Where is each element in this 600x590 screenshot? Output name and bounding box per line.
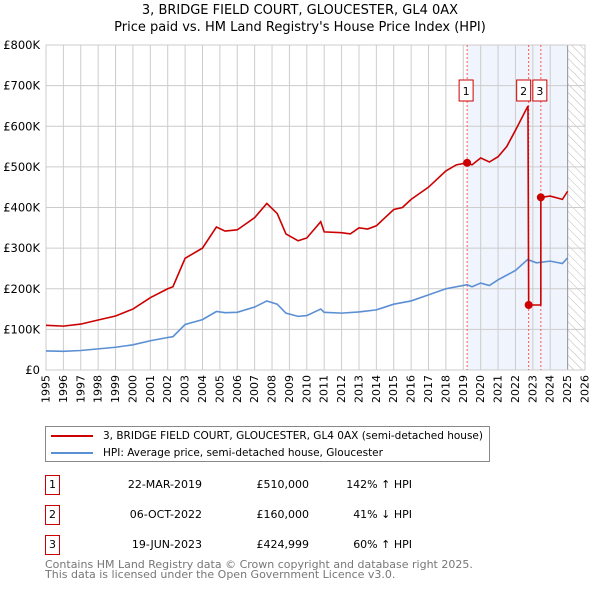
sale-row-3: 3 19-JUN-2023 £424,999 60% ↑ HPI [45, 535, 445, 555]
x-tick-label: 2013 [352, 375, 365, 403]
legend-swatch [51, 435, 93, 437]
x-tick-label: 2026 [579, 375, 592, 403]
sale-point [463, 158, 472, 167]
legend-item-hpi: HPI: Average price, semi-detached house,… [51, 445, 383, 461]
x-tick-label: 2018 [439, 375, 452, 403]
x-tick-label: 1997 [74, 375, 87, 403]
x-tick-label: 1995 [40, 375, 53, 403]
x-tick-label: 2010 [300, 375, 313, 403]
x-tick-label: 1999 [109, 375, 122, 403]
x-tick-label: 2022 [509, 375, 522, 403]
x-tick-label: 1996 [57, 375, 70, 403]
sale-row-1: 1 22-MAR-2019 £510,000 142% ↑ HPI [45, 475, 445, 495]
x-tick-label: 2005 [213, 375, 226, 403]
sale-label: 3 [536, 85, 543, 98]
series-line [45, 105, 569, 327]
x-tick-label: 2021 [492, 375, 505, 403]
x-tick-label: 2012 [335, 375, 348, 403]
x-tick-label: 2006 [231, 375, 244, 403]
y-tick-label: £100K [3, 322, 40, 336]
y-tick-label: £800K [3, 38, 40, 52]
footer-copyright: Contains HM Land Registry data © Crown c… [45, 558, 473, 571]
x-tick-label: 2023 [526, 375, 539, 403]
x-tick-label: 2001 [144, 375, 157, 403]
legend-label: 3, BRIDGE FIELD COURT, GLOUCESTER, GL4 0… [103, 430, 483, 442]
footer-licence: This data is licensed under the Open Gov… [45, 568, 396, 581]
x-tick-label: 2014 [370, 375, 383, 403]
x-tick-label: 2011 [318, 375, 331, 403]
x-tick-label: 2009 [283, 375, 296, 403]
x-tick-label: 2024 [544, 375, 557, 403]
sale-price: £160,000 [256, 508, 310, 521]
y-tick-label: £500K [3, 160, 40, 174]
sale-label-box [532, 79, 548, 102]
sale-hpi: 60% ↑ HPI [353, 538, 412, 551]
chart-subtitle: Price paid vs. HM Land Registry's House … [114, 20, 486, 35]
x-tick-label: 2003 [179, 375, 192, 403]
y-tick-label: £300K [3, 241, 40, 255]
y-tick-label: £700K [3, 79, 40, 93]
x-tick-label: 2025 [561, 375, 574, 403]
sale-point [536, 193, 545, 202]
sale-hpi: 41% ↓ HPI [353, 508, 412, 521]
sale-marker-badge: 2 [45, 505, 60, 525]
sale-label: 2 [520, 85, 527, 98]
x-tick-label: 2000 [126, 375, 139, 403]
x-tick-label: 2002 [161, 375, 174, 403]
sale-price: £424,999 [256, 538, 310, 551]
sale-row-2: 2 06-OCT-2022 £160,000 41% ↓ HPI [45, 505, 445, 525]
sale-label-box [516, 79, 532, 102]
series-line [45, 257, 569, 353]
y-tick-label: £200K [3, 282, 40, 296]
sale-label-box [458, 79, 474, 102]
sale-price: £510,000 [256, 478, 310, 491]
sale-marker-badge: 1 [45, 475, 60, 495]
x-tick-label: 2016 [405, 375, 418, 403]
footer: Contains HM Land Registry data © Crown c… [45, 558, 473, 581]
x-tick-label: 2004 [196, 375, 209, 403]
price-chart: 1995 1996 1997 1998 1999 2000 2001 2002 2003 2004… [3, 38, 592, 403]
x-tick-label: 2007 [248, 375, 261, 403]
x-tick-label: 2020 [474, 375, 487, 403]
sale-date: 22-MAR-2019 [127, 478, 202, 491]
x-tick-label: 2015 [387, 375, 400, 403]
legend-swatch [51, 452, 93, 454]
plot-frame [45, 44, 586, 371]
sale-label: 1 [463, 85, 470, 98]
y-tick-label: £400K [3, 201, 40, 215]
sale-point [524, 301, 533, 309]
sale-date: 06-OCT-2022 [129, 508, 202, 521]
sale-hpi: 142% ↑ HPI [346, 478, 412, 491]
x-tick-label: 2008 [266, 375, 279, 403]
chart-title: 3, BRIDGE FIELD COURT, GLOUCESTER, GL4 0… [141, 3, 459, 18]
sale-date: 19-JUN-2023 [131, 538, 202, 551]
legend-label: HPI: Average price, semi-detached house,… [103, 447, 383, 459]
x-tick-label: 2019 [457, 375, 470, 403]
x-tick-label: 1998 [92, 375, 105, 403]
y-tick-label: £600K [3, 119, 40, 133]
x-tick-label: 2017 [422, 375, 435, 403]
legend-item-property: 3, BRIDGE FIELD COURT, GLOUCESTER, GL4 0… [51, 428, 483, 444]
y-tick-label: £0 [25, 363, 40, 377]
legend: 3, BRIDGE FIELD COURT, GLOUCESTER, GL4 0… [45, 426, 490, 462]
sale-marker-badge: 3 [45, 535, 60, 555]
